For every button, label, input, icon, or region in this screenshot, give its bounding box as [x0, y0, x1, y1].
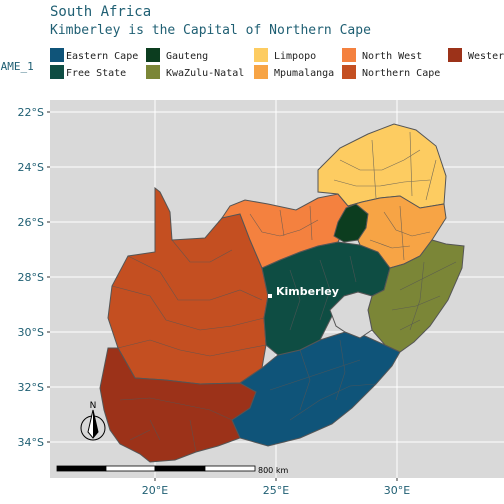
province-western-cape — [99, 347, 257, 463]
north-arrow: N — [80, 401, 106, 441]
scale-bar: 800 km — [56, 465, 288, 475]
y-tick-label: 34°S — [18, 436, 44, 449]
legend-label: Free State — [66, 68, 126, 79]
legend-item-western-cape: Western Cape — [448, 48, 504, 62]
y-tick-label: 24°S — [18, 161, 44, 174]
y-tick-label: 28°S — [18, 271, 44, 284]
map-title: South Africa — [50, 4, 151, 20]
legend-item-limpopo: Limpopo — [254, 48, 316, 62]
north-arrow-shade — [93, 410, 98, 438]
legend-item-kwazulu-natal: KwaZulu-Natal — [146, 65, 244, 79]
legend-item-gauteng: Gauteng — [146, 48, 208, 62]
y-tick-label: 32°S — [18, 381, 44, 394]
legend-label: KwaZulu-Natal — [166, 68, 244, 79]
legend-swatch — [254, 65, 268, 79]
legend-swatch — [146, 48, 160, 62]
legend-label: Northern Cape — [362, 68, 440, 79]
legend-label: Limpopo — [274, 51, 316, 62]
y-axis: 22°S 24°S 26°S 28°S 30°S 32°S 34°S — [18, 106, 50, 449]
city-label: Kimberley — [276, 285, 339, 298]
legend-item-free-state: Free State — [50, 65, 126, 79]
district-boundaries — [111, 131, 457, 453]
x-tick-label: 25°E — [263, 484, 289, 497]
legend-swatch — [146, 65, 160, 79]
legend-swatch — [342, 65, 356, 79]
north-arrow-label: N — [90, 401, 97, 411]
legend-swatch — [50, 48, 64, 62]
y-tick-label: 30°S — [18, 326, 44, 339]
x-tick-label: 20°E — [142, 484, 168, 497]
legend-swatch — [448, 48, 462, 62]
lesotho-hole — [329, 291, 373, 339]
legend-item-eastern-cape: Eastern Cape — [50, 48, 138, 62]
legend-item-north-west: North West — [342, 48, 422, 62]
legend-title: NAME_1 — [0, 60, 34, 73]
legend-label: North West — [362, 51, 422, 62]
legend-item-mpumalanga: Mpumalanga — [254, 65, 334, 79]
legend: NAME_1 Eastern Cape Gauteng Limpopo Nort… — [0, 48, 504, 79]
x-tick-label: 30°E — [384, 484, 410, 497]
legend-label: Eastern Cape — [66, 51, 138, 62]
map-subtitle: Kimberley is the Capital of Northern Cap… — [50, 23, 371, 38]
x-axis: 20°E 25°E 30°E — [142, 478, 410, 497]
legend-swatch — [342, 48, 356, 62]
scale-bar-label: 800 km — [258, 466, 288, 475]
legend-swatch — [254, 48, 268, 62]
city-point — [268, 294, 272, 298]
legend-item-northern-cape: Northern Cape — [342, 65, 440, 79]
legend-label: Gauteng — [166, 51, 208, 62]
city-marker-kimberley: Kimberley — [268, 285, 339, 298]
y-tick-label: 26°S — [18, 216, 44, 229]
legend-swatch — [50, 65, 64, 79]
y-tick-label: 22°S — [18, 106, 44, 119]
legend-label: Mpumalanga — [274, 68, 334, 79]
legend-label: Western Cape — [468, 51, 504, 62]
